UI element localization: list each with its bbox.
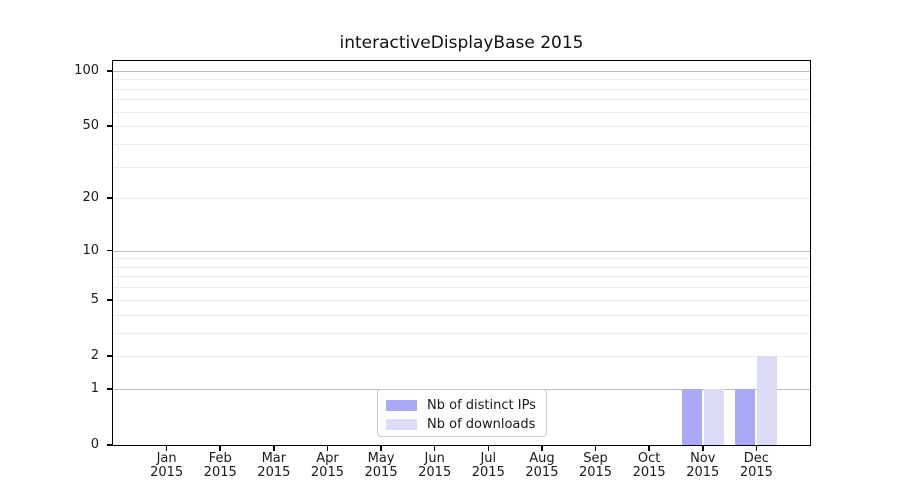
x-tick-sep bbox=[594, 445, 597, 451]
x-tick-may bbox=[380, 445, 382, 451]
gridline-y-9 bbox=[113, 258, 810, 260]
y-tick-label-10: 10 bbox=[82, 242, 99, 258]
x-tick-label-apr: Apr 2015 bbox=[297, 452, 357, 480]
x-tick-label-sep: Sep 2015 bbox=[566, 452, 626, 480]
bar-distinct-ips-nov bbox=[681, 388, 702, 445]
gridline-y-50 bbox=[113, 126, 810, 128]
gridline-y-3 bbox=[113, 332, 810, 334]
x-tick-label-month: Jul bbox=[480, 451, 497, 466]
x-tick-label-year: 2015 bbox=[632, 465, 666, 480]
x-tick-label-year: 2015 bbox=[310, 465, 344, 480]
x-tick-label-month: Apr bbox=[316, 451, 339, 466]
legend-item-distinct-ips: Nb of distinct IPs bbox=[386, 399, 546, 412]
legend-label-distinct-ips: Nb of distinct IPs bbox=[427, 398, 536, 413]
x-tick-label-may: May 2015 bbox=[351, 452, 411, 480]
x-tick-jul bbox=[487, 445, 490, 451]
gridline-y-70 bbox=[113, 99, 810, 101]
y-tick-100 bbox=[107, 70, 113, 72]
gridline-y-5 bbox=[113, 299, 810, 301]
x-tick-label-year: 2015 bbox=[471, 465, 505, 480]
x-tick-label-year: 2015 bbox=[418, 465, 452, 480]
x-tick-label-month: Aug bbox=[529, 451, 555, 466]
x-tick-aug bbox=[541, 445, 543, 451]
legend-swatch-distinct-ips bbox=[386, 400, 417, 411]
y-tick-5 bbox=[107, 298, 113, 301]
y-tick-2 bbox=[107, 355, 113, 357]
x-tick-nov bbox=[701, 445, 704, 451]
x-tick-label-feb: Feb 2015 bbox=[190, 452, 250, 480]
gridline-y-7 bbox=[113, 276, 810, 278]
legend-label-downloads: Nb of downloads bbox=[427, 417, 536, 432]
x-tick-label-month: Feb bbox=[208, 451, 232, 466]
gridline-y-6 bbox=[113, 287, 810, 289]
gridline-y-80 bbox=[113, 88, 810, 90]
y-tick-label-50: 50 bbox=[82, 118, 99, 134]
x-tick-label-month: Oct bbox=[637, 451, 661, 466]
x-tick-label-jan: Jan 2015 bbox=[137, 452, 197, 480]
x-tick-apr bbox=[326, 445, 329, 451]
x-tick-dec bbox=[755, 445, 758, 451]
x-tick-label-year: 2015 bbox=[257, 465, 291, 480]
gridline-y-4 bbox=[113, 314, 810, 316]
x-tick-label-month: Jan bbox=[156, 451, 177, 466]
plot-area: Nb of distinct IPs Nb of downloads bbox=[112, 60, 811, 446]
y-tick-label-1: 1 bbox=[90, 380, 99, 396]
gridline-y-10 bbox=[113, 250, 810, 252]
x-tick-label-mar: Mar 2015 bbox=[244, 452, 304, 480]
x-tick-label-aug: Aug 2015 bbox=[512, 452, 572, 480]
x-tick-label-month: Jun bbox=[424, 451, 445, 466]
x-tick-label-year: 2015 bbox=[364, 465, 398, 480]
y-tick-label-100: 100 bbox=[74, 62, 99, 78]
x-tick-label-year: 2015 bbox=[525, 465, 559, 480]
legend-item-downloads: Nb of downloads bbox=[386, 418, 546, 431]
x-tick-jun bbox=[433, 445, 436, 451]
gridline-y-40 bbox=[113, 143, 810, 145]
x-tick-label-jul: Jul 2015 bbox=[458, 452, 518, 480]
gridline-y-8 bbox=[113, 266, 810, 268]
x-tick-label-year: 2015 bbox=[203, 465, 237, 480]
x-tick-label-month: Mar bbox=[261, 451, 287, 466]
x-tick-label-month: Dec bbox=[743, 451, 769, 466]
x-tick-label-year: 2015 bbox=[739, 465, 773, 480]
x-tick-label-jun: Jun 2015 bbox=[405, 452, 465, 480]
y-tick-20 bbox=[107, 197, 113, 199]
x-tick-oct bbox=[648, 445, 650, 451]
x-tick-mar bbox=[273, 445, 275, 451]
chart-title: interactiveDisplayBase 2015 bbox=[339, 33, 584, 53]
legend: Nb of distinct IPs Nb of downloads bbox=[377, 389, 547, 437]
x-tick-label-oct: Oct 2015 bbox=[619, 452, 679, 480]
x-tick-feb bbox=[219, 445, 222, 451]
y-tick-10 bbox=[107, 249, 113, 252]
x-tick-label-month: Sep bbox=[583, 451, 608, 466]
y-tick-label-0: 0 bbox=[90, 437, 99, 452]
y-tick-1 bbox=[107, 388, 113, 390]
gridline-y-20 bbox=[113, 198, 810, 200]
x-tick-label-month: May bbox=[367, 451, 395, 466]
x-tick-label-nov: Nov 2015 bbox=[673, 452, 733, 480]
bar-downloads-nov bbox=[703, 388, 724, 445]
x-tick-label-year: 2015 bbox=[578, 465, 613, 480]
bar-downloads-dec bbox=[757, 355, 778, 445]
gridline-y-60 bbox=[113, 111, 810, 113]
y-tick-50 bbox=[107, 125, 113, 127]
gridline-y-90 bbox=[113, 79, 810, 81]
gridline-y-100 bbox=[113, 70, 810, 72]
y-tick-label-5: 5 bbox=[90, 291, 99, 307]
x-tick-label-year: 2015 bbox=[686, 465, 720, 480]
x-tick-label-year: 2015 bbox=[150, 465, 184, 480]
legend-swatch-downloads bbox=[386, 419, 417, 430]
y-tick-label-2: 2 bbox=[90, 347, 99, 363]
x-tick-jan bbox=[165, 445, 168, 451]
bar-distinct-ips-dec bbox=[735, 388, 756, 445]
y-tick-0 bbox=[107, 444, 113, 446]
y-tick-label-20: 20 bbox=[82, 190, 99, 206]
x-tick-label-month: Nov bbox=[690, 451, 716, 466]
gridline-y-30 bbox=[113, 166, 810, 168]
gridline-y-2 bbox=[113, 355, 810, 357]
x-tick-label-dec: Dec 2015 bbox=[726, 452, 786, 480]
